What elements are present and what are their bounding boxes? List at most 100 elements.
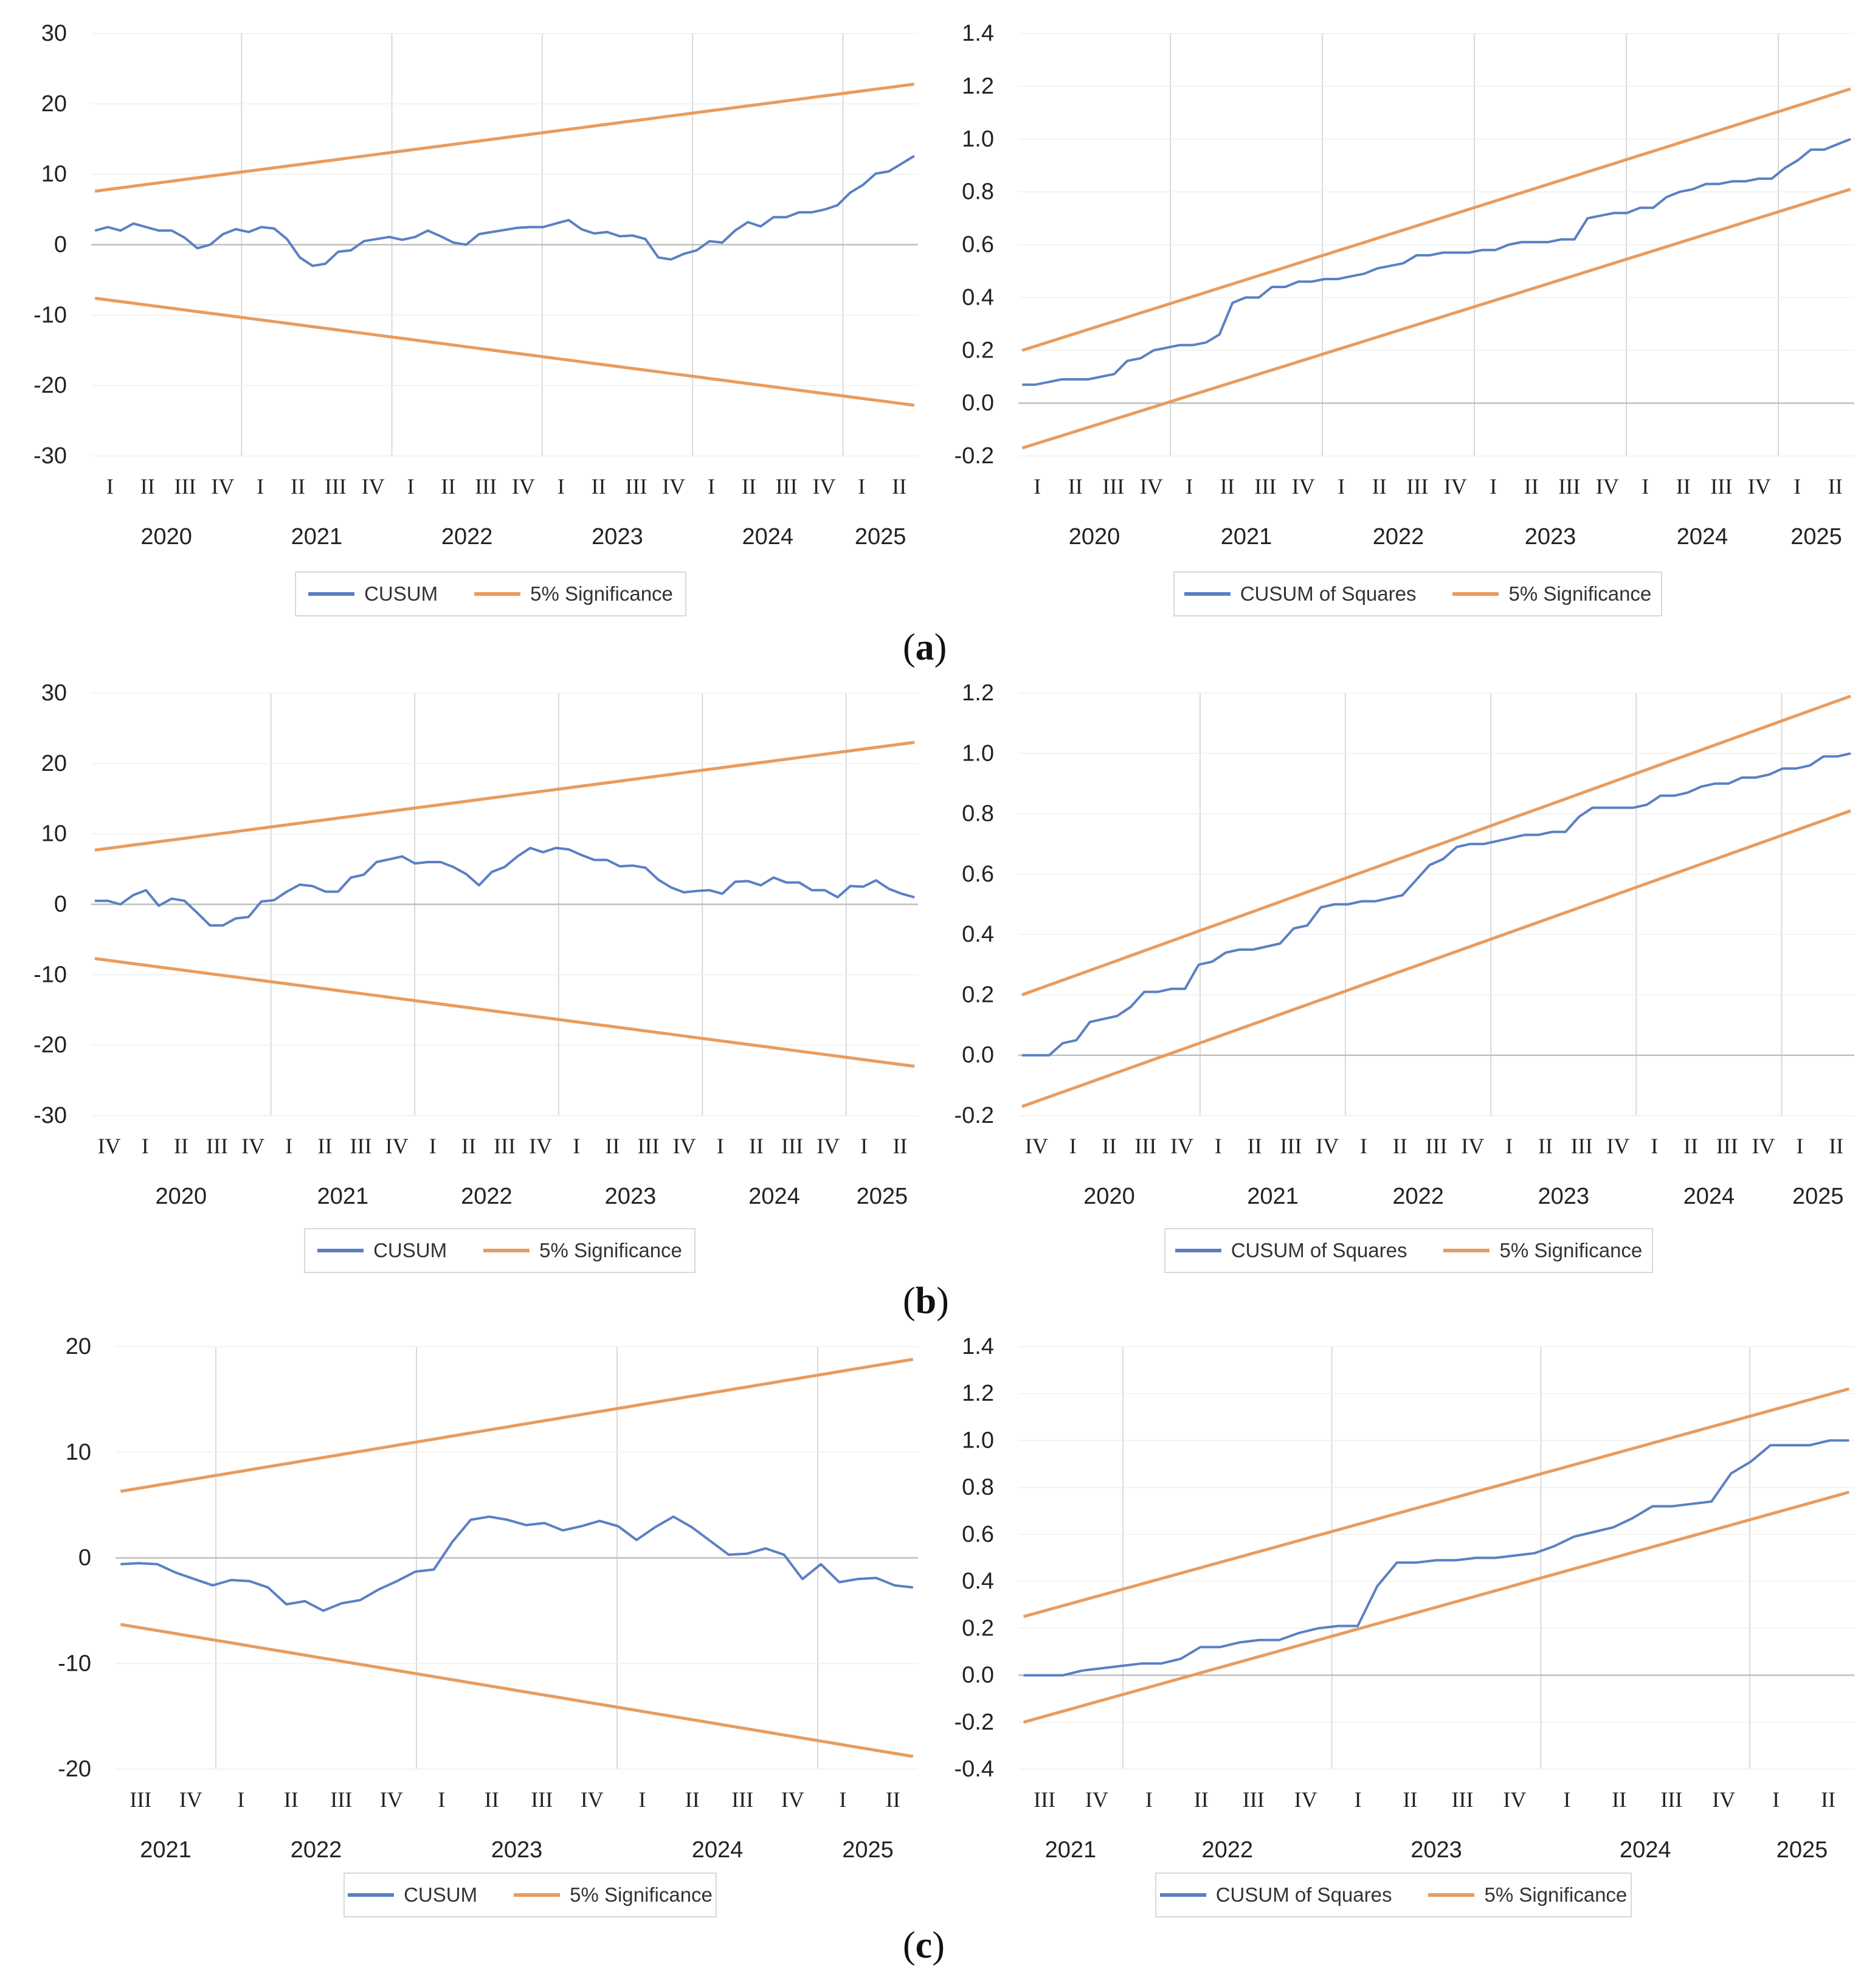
legend-significance-label: 5% Significance (570, 1883, 713, 1906)
x-quarter-label: IV (1444, 474, 1467, 499)
legend-item-cusumsq: CUSUM of Squares (1175, 1239, 1407, 1262)
x-quarter-label: III (325, 474, 347, 499)
x-quarter-label: III (174, 474, 196, 499)
x-year-label: 2022 (1201, 1837, 1253, 1863)
x-quarter-label: III (531, 1787, 553, 1812)
x-quarter-label: IV (1316, 1134, 1339, 1158)
x-quarter-label: I (1215, 1134, 1222, 1158)
x-quarter-label: IV (1712, 1787, 1735, 1812)
y-tick-label: 0.6 (962, 232, 994, 258)
x-quarter-label: IV (179, 1787, 202, 1812)
x-year-label: 2022 (1373, 524, 1424, 550)
legend-cusumsq-swatch (1159, 1893, 1206, 1897)
x-quarter-label: I (438, 1787, 445, 1812)
x-quarter-label: II (485, 1787, 499, 1812)
x-year-label: 2024 (1620, 1837, 1671, 1863)
x-quarter-label: I (1069, 1134, 1077, 1158)
x-quarter-label: IV (1294, 1787, 1317, 1812)
legend-item-cusumsq: CUSUM of Squares (1159, 1883, 1392, 1907)
x-quarter-label: I (860, 1134, 868, 1158)
panel-label-a-open: ( (903, 627, 916, 668)
y-tick-label: -20 (33, 373, 67, 398)
x-quarter-label: IV (385, 1134, 409, 1158)
x-quarter-label: IV (380, 1787, 403, 1812)
legend-item-significance: 5% Significance (1428, 1883, 1627, 1907)
legend-cusumsq-swatch (1175, 1249, 1221, 1252)
y-tick-label: 0.4 (962, 285, 994, 310)
x-quarter-label: II (1068, 474, 1083, 499)
panel-label-a: (a) (903, 626, 947, 669)
x-quarter-label: II (605, 1134, 620, 1158)
significance-upper-line (1023, 1387, 1850, 1618)
legend-significance-label: 5% Significance (1508, 582, 1652, 605)
x-quarter-label: IV (1170, 1134, 1193, 1158)
x-quarter-label: II (1828, 474, 1843, 499)
y-tick-label: 1.2 (962, 1381, 994, 1406)
x-quarter-label: III (350, 1134, 371, 1158)
x-quarter-label: IV (512, 474, 535, 499)
chart-c-cusum: 20 10 0 -10 -20 III IV I II III IV I II III IV I II III IV… (12, 1325, 918, 1933)
x-year-label: 2022 (441, 524, 493, 550)
y-tick-label: 1.2 (962, 74, 994, 99)
cusum-series-line (1022, 752, 1851, 1057)
x-year-label: 2022 (1392, 1184, 1444, 1209)
x-quarter-label: I (106, 474, 114, 499)
x-quarter-label: III (781, 1134, 803, 1158)
x-quarter-label: IV (529, 1134, 552, 1158)
x-quarter-label: I (1355, 1787, 1362, 1812)
x-year-label: 2023 (605, 1184, 657, 1209)
x-quarter-label: I (1338, 474, 1345, 499)
legend-item-cusum: CUSUM (348, 1883, 477, 1907)
x-quarter-label: I (1794, 474, 1801, 499)
chart-a-cusumsq: 1.4 1.2 1.0 0.8 0.6 0.4 0.2 0.0 -0.2 I II III IV I II I… (948, 12, 1854, 620)
y-tick-label: 0.0 (962, 1043, 994, 1068)
legend-cusum-swatch (308, 592, 355, 596)
x-quarter-label: III (1406, 474, 1428, 499)
legend-significance-swatch (514, 1893, 561, 1897)
y-tick-label: 0.6 (962, 861, 994, 887)
legend-item-significance: 5% Significance (474, 582, 673, 606)
y-tick-label: 0.2 (962, 982, 994, 1007)
panel-label-c-letter: c (915, 1925, 933, 1966)
x-quarter-label: I (1490, 474, 1497, 499)
y-tick-label: 0.6 (962, 1522, 994, 1547)
x-year-label: 2023 (1410, 1837, 1462, 1863)
legend-cusumsq-label: CUSUM of Squares (1231, 1239, 1407, 1261)
x-quarter-label: II (441, 474, 455, 499)
x-year-label: 2020 (1069, 524, 1120, 550)
x-quarter-label: I (1796, 1134, 1803, 1158)
y-tick-label: -0.2 (955, 1710, 994, 1735)
cusum-series-line (94, 154, 915, 267)
x-quarter-label: IV (662, 474, 685, 499)
legend-cusum-label: CUSUM (404, 1883, 478, 1906)
x-year-label: 2022 (291, 1837, 342, 1863)
x-quarter-label: II (1393, 1134, 1407, 1158)
y-tick-label: 0 (54, 232, 67, 258)
x-year-label: 2025 (1776, 1837, 1828, 1863)
legend-cusum-label: CUSUM (373, 1239, 447, 1261)
significance-upper-line (1021, 87, 1851, 352)
x-quarter-label: IV (241, 1134, 264, 1158)
y-tick-label: 0.2 (962, 337, 994, 363)
y-tick-label: 0.2 (962, 1615, 994, 1641)
x-quarter-label: II (892, 474, 906, 499)
legend-cusum-swatch (348, 1893, 395, 1897)
y-tick-label: 20 (66, 1334, 91, 1359)
legend-item-significance: 5% Significance (1452, 582, 1651, 606)
legend-cusumsq-swatch (1184, 592, 1231, 596)
x-year-label: 2025 (842, 1837, 894, 1863)
x-year-label: 2024 (742, 524, 793, 550)
y-tick-label: 20 (41, 751, 67, 776)
y-tick-label: 0.0 (962, 1663, 994, 1688)
x-quarter-label: III (1451, 1787, 1473, 1812)
x-year-label: 2025 (1790, 524, 1842, 550)
x-year-label: 2024 (748, 1184, 800, 1209)
legend-significance-label: 5% Significance (530, 582, 673, 605)
x-quarter-label: I (708, 474, 715, 499)
y-tick-label: -30 (33, 443, 67, 469)
x-quarter-label: II (1248, 1134, 1262, 1158)
x-quarter-label: I (257, 474, 264, 499)
